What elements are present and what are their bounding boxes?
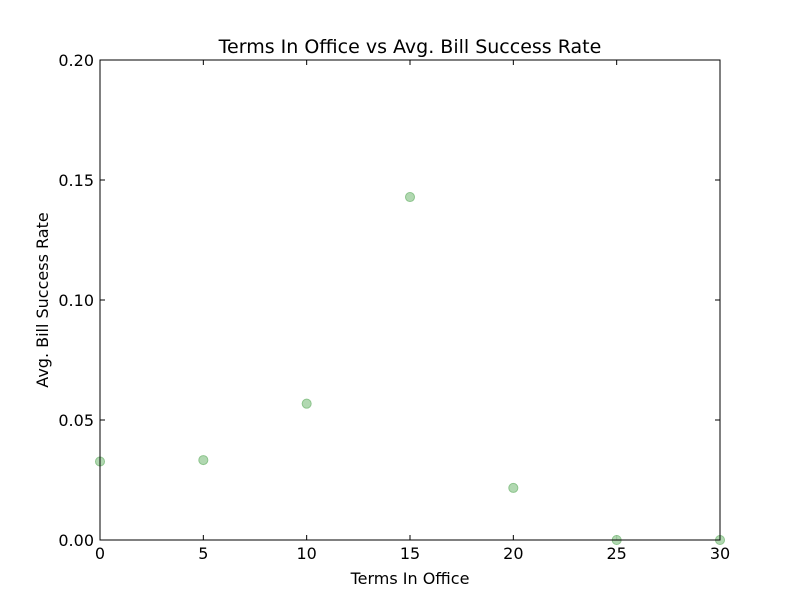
data-point bbox=[301, 398, 312, 409]
axis-ticks: 0 5 10 15 20 25 30 0.00 0.05 0.10 0.15 0.20 bbox=[58, 51, 730, 563]
data-points bbox=[95, 192, 725, 545]
data-point bbox=[198, 455, 209, 466]
chart-title: Terms In Office vs Avg. Bill Success Rat… bbox=[218, 36, 602, 58]
y-tick-label: 0.05 bbox=[58, 411, 94, 430]
x-tick-label: 0 bbox=[95, 544, 105, 563]
x-tick-label: 25 bbox=[606, 544, 626, 563]
x-tick-label: 10 bbox=[296, 544, 316, 563]
y-tick-label: 0.15 bbox=[58, 171, 94, 190]
x-tick-label: 20 bbox=[503, 544, 523, 563]
y-tick-label: 0.20 bbox=[58, 51, 94, 70]
x-tick-label: 5 bbox=[198, 544, 208, 563]
data-point bbox=[405, 192, 415, 203]
data-point bbox=[508, 482, 519, 493]
y-tick-label: 0.10 bbox=[58, 291, 94, 310]
x-axis-label: Terms In Office bbox=[350, 569, 470, 588]
x-tick-label: 15 bbox=[400, 544, 420, 563]
y-tick-label: 0.00 bbox=[58, 531, 94, 550]
x-tick-label: 30 bbox=[710, 544, 730, 563]
plot-frame bbox=[99, 59, 721, 541]
y-axis-label: Avg. Bill Success Rate bbox=[33, 212, 52, 387]
